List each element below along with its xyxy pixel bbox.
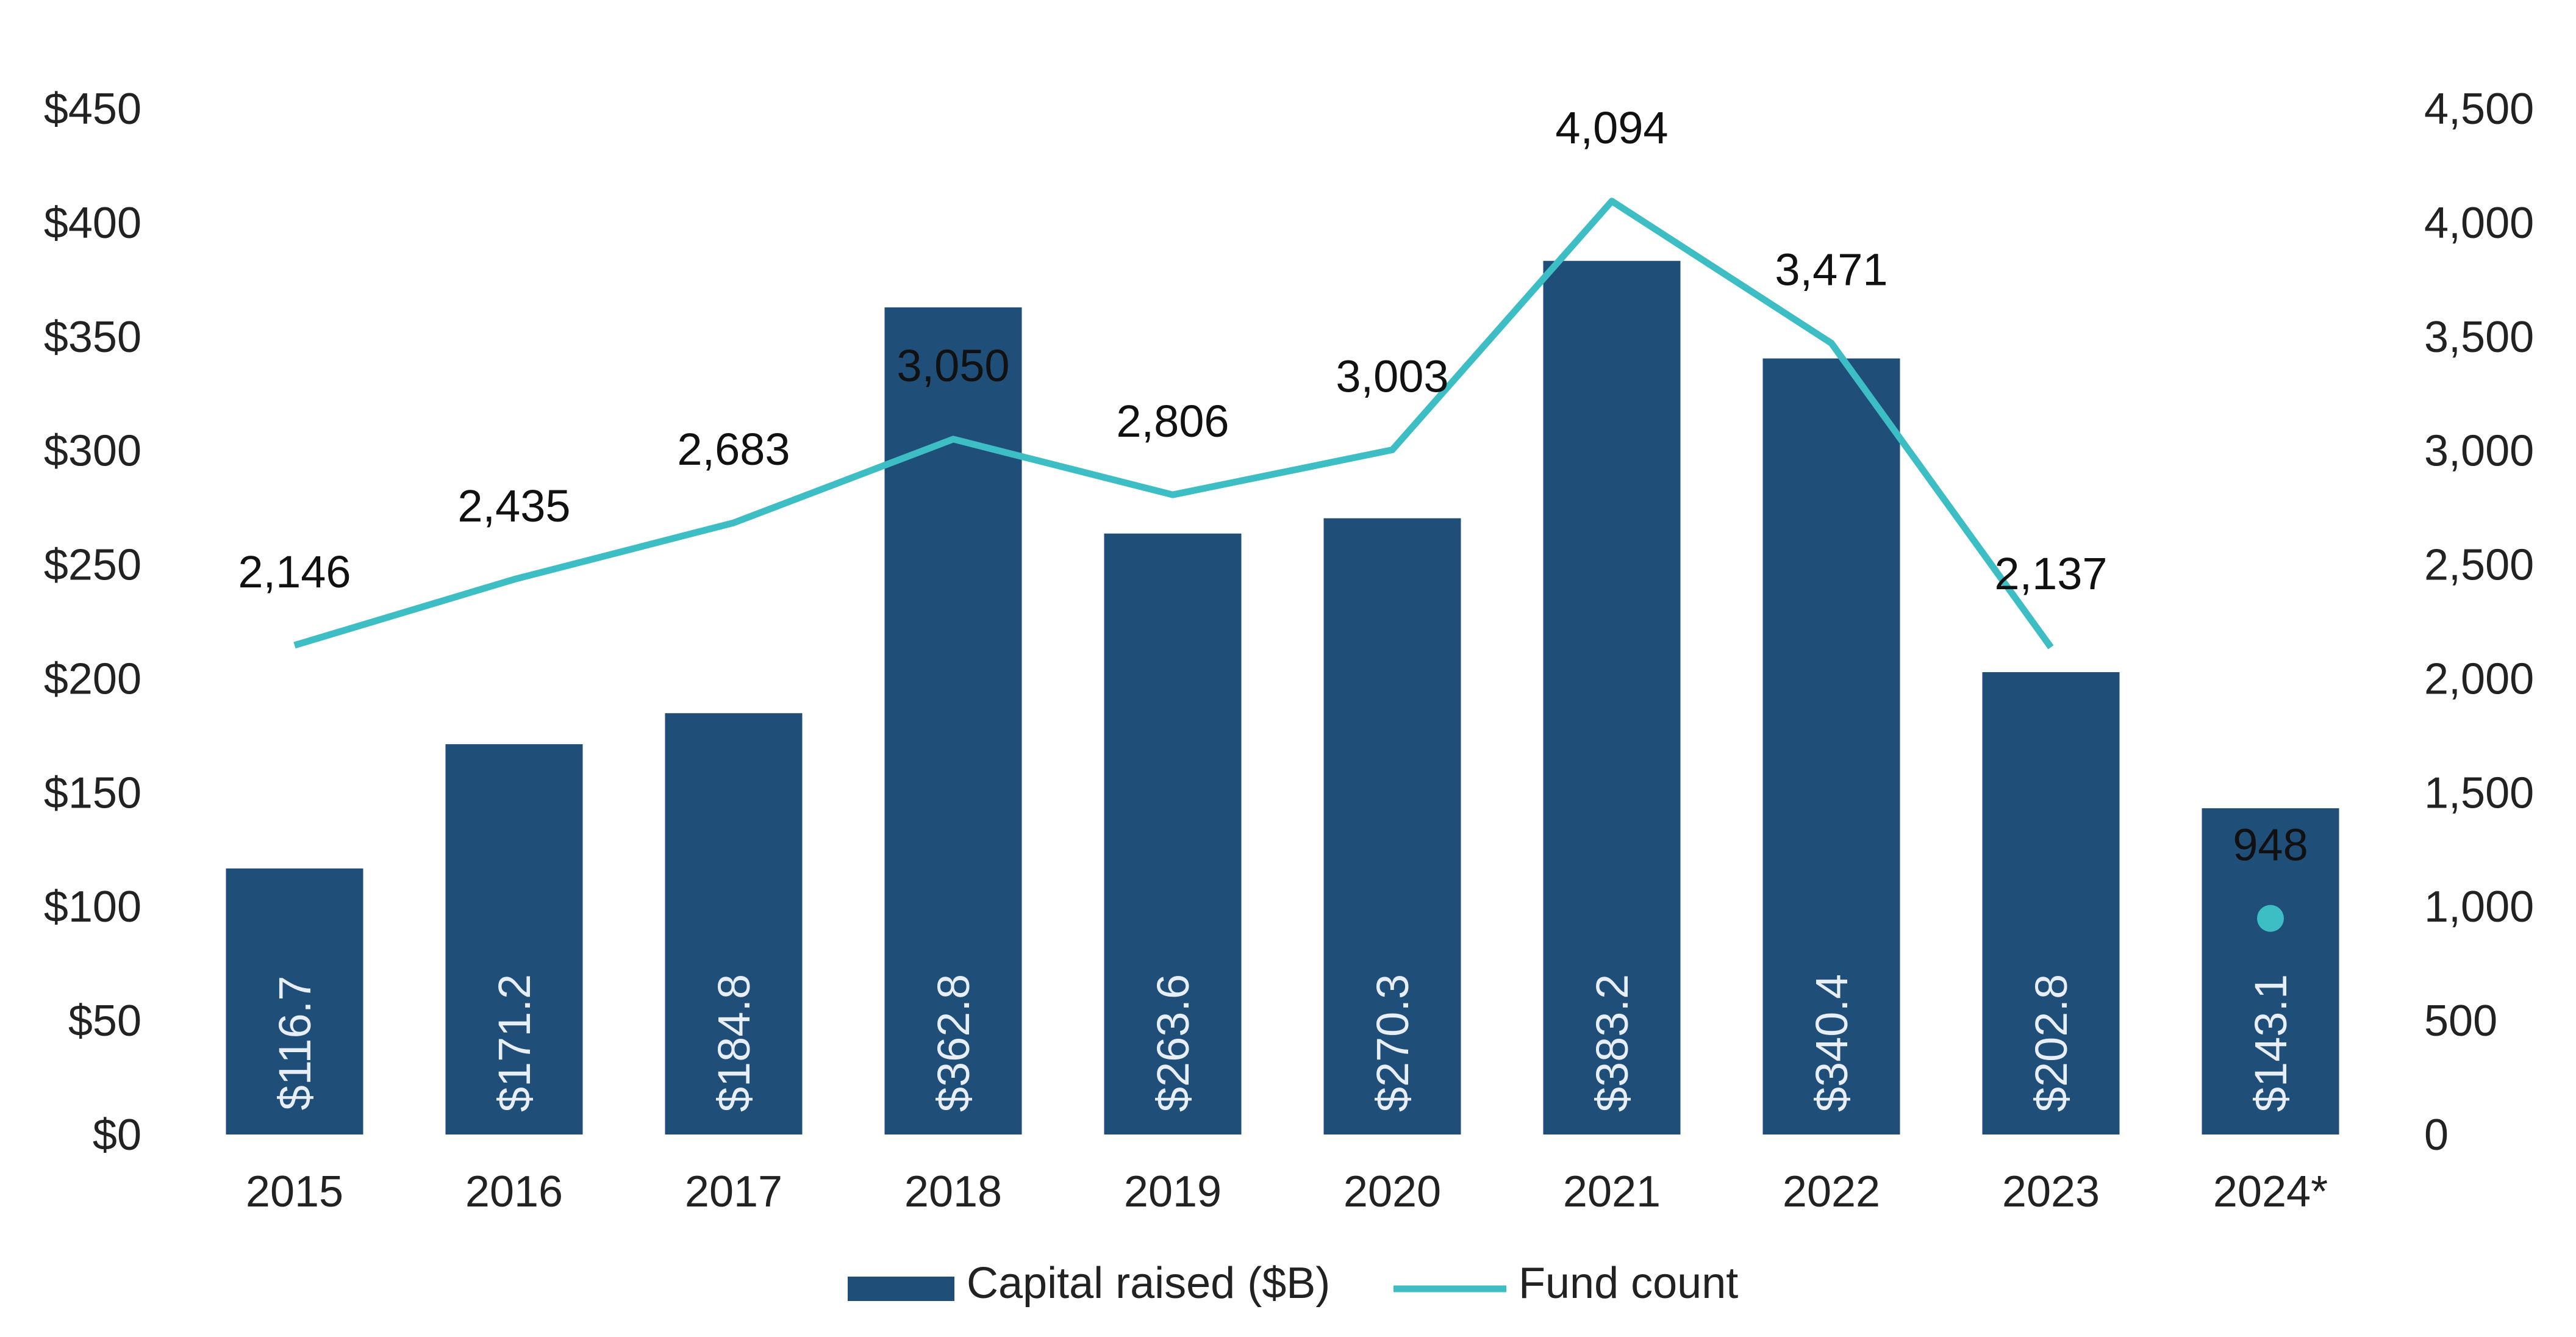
left-axis-tick-label: $250 bbox=[44, 541, 141, 590]
bar-data-label: $184.8 bbox=[709, 974, 759, 1112]
left-axis: $0 $50 $100 $150 $200 $250 $300 $350 $400 $450 bbox=[44, 85, 141, 1160]
bar-data-label: $340.4 bbox=[1806, 974, 1857, 1112]
bar-data-label: $202.8 bbox=[2026, 974, 2077, 1112]
bar bbox=[1104, 533, 1242, 1134]
x-axis-tick-label: 2020 bbox=[1343, 1167, 1441, 1216]
x-axis-tick-label: 2021 bbox=[1563, 1167, 1661, 1216]
line-data-label: 3,471 bbox=[1775, 245, 1887, 295]
bar bbox=[884, 307, 1022, 1135]
right-axis-tick-label: 1,500 bbox=[2424, 769, 2534, 817]
left-axis-tick-label: $200 bbox=[44, 654, 141, 703]
line-data-labels: 2,146 2,435 2,683 3,050 2,806 3,003 4,094 3,471… bbox=[238, 102, 2308, 870]
bar-data-label: $171.2 bbox=[489, 974, 540, 1112]
line-data-label: 2,806 bbox=[1116, 396, 1229, 446]
bar-data-labels: $116.7 $171.2 $184.8 $362.8 $263.6 $270.3 $383… bbox=[270, 974, 2296, 1112]
line-data-label: 3,003 bbox=[1336, 351, 1448, 402]
left-axis-tick-label: $100 bbox=[44, 883, 141, 931]
bar-data-label: $116.7 bbox=[270, 976, 320, 1111]
bar bbox=[1543, 260, 1681, 1134]
right-axis-tick-label: 3,500 bbox=[2424, 313, 2534, 362]
bar bbox=[1982, 672, 2120, 1134]
x-axis-tick-label: 2017 bbox=[685, 1167, 782, 1216]
left-axis-tick-label: $0 bbox=[93, 1111, 141, 1160]
right-axis-tick-label: 500 bbox=[2424, 997, 2497, 1045]
x-axis-tick-label: 2018 bbox=[904, 1167, 1002, 1216]
left-axis-tick-label: $400 bbox=[44, 199, 141, 248]
left-axis-tick-label: $150 bbox=[44, 769, 141, 817]
line-data-label: 948 bbox=[2233, 820, 2308, 870]
fund-count-marker bbox=[2257, 905, 2284, 932]
right-axis-tick-label: 2,000 bbox=[2424, 654, 2534, 703]
bar bbox=[226, 868, 363, 1134]
x-axis: 2015 2016 2017 2018 2019 2020 2021 2022 2023 2024… bbox=[246, 1167, 2328, 1216]
legend: Capital raised ($B) Fund count bbox=[848, 1259, 1738, 1308]
right-axis-tick-label: 2,500 bbox=[2424, 541, 2534, 590]
line-data-label: 2,435 bbox=[457, 481, 570, 531]
line-data-label: 2,146 bbox=[238, 547, 351, 597]
bar bbox=[665, 713, 803, 1134]
x-axis-tick-label: 2015 bbox=[246, 1167, 343, 1216]
bar bbox=[445, 744, 583, 1134]
right-axis-tick-label: 4,500 bbox=[2424, 85, 2534, 134]
bar bbox=[1762, 358, 1900, 1135]
bar-data-label: $143.1 bbox=[2245, 974, 2296, 1112]
left-axis-tick-label: $450 bbox=[44, 85, 141, 134]
legend-label-fund-count: Fund count bbox=[1519, 1259, 1738, 1308]
line-series-fund-count bbox=[293, 198, 2284, 932]
line-data-label: 3,050 bbox=[896, 340, 1009, 391]
bar bbox=[2202, 808, 2339, 1134]
x-axis-tick-label: 2019 bbox=[1124, 1167, 1222, 1216]
line-data-label: 4,094 bbox=[1555, 102, 1668, 153]
x-axis-tick-label: 2023 bbox=[2002, 1167, 2100, 1216]
left-axis-tick-label: $350 bbox=[44, 313, 141, 362]
right-axis: 0 500 1,000 1,500 2,000 2,500 3,000 3,500 4,000 4… bbox=[2424, 85, 2534, 1160]
legend-swatch-capital-raised bbox=[848, 1277, 954, 1301]
bar-data-label: $362.8 bbox=[928, 974, 979, 1112]
bar bbox=[1323, 518, 1461, 1134]
left-axis-tick-label: $50 bbox=[68, 997, 141, 1045]
right-axis-tick-label: 4,000 bbox=[2424, 199, 2534, 248]
line-data-label: 2,683 bbox=[677, 424, 790, 475]
bar-data-label: $263.6 bbox=[1148, 974, 1198, 1112]
bar-series-capital-raised bbox=[226, 260, 2339, 1135]
right-axis-tick-label: 3,000 bbox=[2424, 427, 2534, 476]
legend-label-capital-raised: Capital raised ($B) bbox=[967, 1259, 1330, 1308]
x-axis-tick-label: 2022 bbox=[1783, 1167, 1880, 1216]
right-axis-tick-label: 0 bbox=[2424, 1111, 2449, 1160]
fund-count-line bbox=[293, 198, 2054, 650]
x-axis-tick-label: 2024* bbox=[2213, 1167, 2328, 1216]
right-axis-tick-label: 1,000 bbox=[2424, 883, 2534, 931]
bar-data-label: $383.2 bbox=[1587, 974, 1637, 1112]
line-data-label: 2,137 bbox=[1994, 548, 2107, 599]
bar-data-label: $270.3 bbox=[1367, 974, 1418, 1112]
x-axis-tick-label: 2016 bbox=[465, 1167, 563, 1216]
left-axis-tick-label: $300 bbox=[44, 427, 141, 476]
